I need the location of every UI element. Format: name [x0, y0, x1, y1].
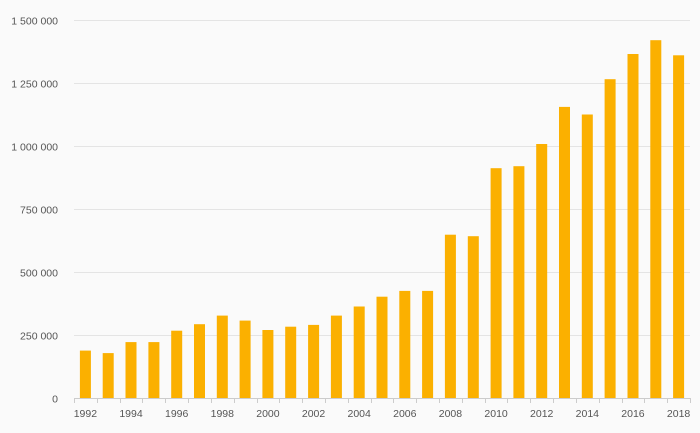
x-tick-label: 2016 — [621, 408, 645, 420]
bar-2009 — [467, 236, 479, 398]
bar-2017 — [650, 40, 662, 398]
bar-1999 — [239, 320, 251, 398]
x-tick-label: 2010 — [484, 408, 508, 420]
bar-1993 — [102, 353, 114, 398]
y-tick-label: 1 000 000 — [11, 142, 58, 154]
bar-2014 — [581, 114, 593, 398]
x-tick-label: 1994 — [119, 408, 143, 420]
bars — [79, 40, 685, 399]
y-tick-label: 750 000 — [20, 205, 58, 217]
bar-1992 — [79, 350, 91, 398]
x-tick-label: 2008 — [439, 408, 463, 420]
x-tick-label: 2006 — [393, 408, 417, 420]
bar-2008 — [444, 234, 456, 398]
bar-2018 — [673, 55, 685, 399]
x-tick-label: 2004 — [348, 408, 372, 420]
bar-2013 — [559, 106, 570, 399]
bar-1996 — [171, 330, 183, 398]
bar-2002 — [308, 324, 320, 398]
x-tick-label: 2000 — [256, 408, 280, 420]
bar-2006 — [399, 290, 411, 398]
x-tick-label: 2012 — [530, 408, 554, 420]
y-tick-label: 1 250 000 — [11, 79, 58, 91]
bar-2015 — [604, 79, 616, 398]
bar-2010 — [490, 168, 502, 398]
y-tick-label: 500 000 — [20, 268, 58, 280]
bar-2005 — [376, 296, 388, 398]
bar-2012 — [536, 144, 548, 398]
bar-2003 — [330, 315, 342, 398]
x-tick-label: 1992 — [74, 408, 98, 420]
bar-1997 — [194, 324, 205, 398]
bar-2016 — [627, 54, 639, 398]
bar-2007 — [422, 290, 434, 398]
x-axis: 1992 1994 1996 1998 2000 2002 2004 2006 2008 2010… — [74, 398, 691, 420]
y-tick-label: 1 500 000 — [11, 16, 58, 28]
bar-2011 — [513, 166, 525, 398]
y-axis-labels: 0 250 000 500 000 750 000 1 000 000 1 250 000… — [11, 16, 58, 406]
bar-1995 — [148, 342, 160, 398]
bar-1994 — [125, 342, 137, 398]
bar-2001 — [285, 326, 297, 398]
x-tick-label: 2018 — [667, 408, 691, 420]
x-tick-label: 2002 — [302, 408, 326, 420]
bar-2000 — [262, 330, 274, 398]
x-tick-label: 1998 — [211, 408, 235, 420]
x-tick-label: 1996 — [165, 408, 189, 420]
bar-2004 — [353, 306, 365, 398]
y-tick-label: 250 000 — [20, 331, 58, 343]
x-tick-label: 2014 — [576, 408, 600, 420]
bar-1998 — [216, 315, 228, 398]
y-tick-label: 0 — [52, 394, 58, 406]
grid-lines — [74, 20, 690, 336]
